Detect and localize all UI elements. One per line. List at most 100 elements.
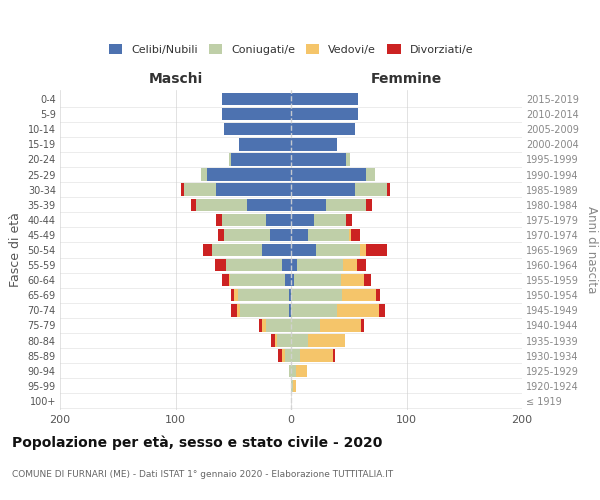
Bar — [297, 259, 343, 272]
Bar — [346, 153, 350, 166]
Bar — [343, 259, 357, 272]
Bar — [196, 198, 247, 211]
Bar — [184, 184, 216, 196]
Bar — [277, 334, 291, 347]
Bar — [278, 350, 282, 362]
Bar — [316, 244, 360, 256]
Bar — [181, 184, 184, 196]
Bar — [341, 274, 364, 286]
Bar — [320, 320, 361, 332]
Bar — [300, 350, 332, 362]
Y-axis label: Fasce di età: Fasce di età — [9, 212, 22, 288]
Bar — [308, 228, 349, 241]
Bar — [379, 304, 385, 316]
Bar — [291, 93, 358, 105]
Bar — [326, 198, 366, 211]
Bar — [342, 289, 376, 302]
Bar — [203, 244, 212, 256]
Bar — [289, 289, 291, 302]
Bar — [308, 334, 345, 347]
Bar — [222, 274, 229, 286]
Bar — [216, 214, 222, 226]
Bar — [266, 320, 291, 332]
Bar — [259, 320, 262, 332]
Bar — [376, 289, 380, 302]
Bar — [349, 228, 351, 241]
Bar — [270, 228, 291, 241]
Bar — [240, 304, 289, 316]
Bar — [247, 198, 291, 211]
Bar — [266, 214, 291, 226]
Bar — [262, 244, 291, 256]
Bar — [355, 184, 387, 196]
Bar — [224, 123, 291, 136]
Bar — [291, 214, 314, 226]
Bar — [289, 364, 291, 377]
Bar — [360, 244, 366, 256]
Bar — [215, 259, 226, 272]
Bar — [291, 123, 355, 136]
Bar — [226, 259, 282, 272]
Bar — [282, 259, 291, 272]
Bar — [332, 350, 335, 362]
Bar — [291, 108, 358, 120]
Bar — [346, 214, 352, 226]
Bar — [282, 350, 285, 362]
Bar — [237, 304, 240, 316]
Bar — [291, 380, 293, 392]
Bar — [229, 153, 231, 166]
Bar — [357, 259, 366, 272]
Bar — [231, 153, 291, 166]
Bar — [216, 184, 291, 196]
Bar — [351, 228, 360, 241]
Bar — [314, 214, 346, 226]
Bar — [291, 228, 308, 241]
Text: Femmine: Femmine — [371, 72, 442, 86]
Bar — [293, 380, 296, 392]
Bar — [291, 153, 346, 166]
Bar — [231, 304, 237, 316]
Bar — [364, 274, 371, 286]
Bar — [238, 289, 289, 302]
Bar — [296, 364, 307, 377]
Text: Maschi: Maschi — [148, 72, 203, 86]
Bar — [229, 274, 230, 286]
Bar — [291, 364, 296, 377]
Bar — [291, 198, 326, 211]
Text: Popolazione per età, sesso e stato civile - 2020: Popolazione per età, sesso e stato civil… — [12, 435, 382, 450]
Bar — [224, 228, 270, 241]
Bar — [291, 304, 337, 316]
Bar — [191, 198, 196, 211]
Bar — [291, 184, 355, 196]
Bar — [222, 108, 291, 120]
Bar — [361, 320, 364, 332]
Bar — [291, 244, 316, 256]
Legend: Celibi/Nubili, Coniugati/e, Vedovi/e, Divorziati/e: Celibi/Nubili, Coniugati/e, Vedovi/e, Di… — [109, 44, 473, 55]
Bar — [212, 244, 262, 256]
Bar — [291, 138, 337, 150]
Bar — [291, 259, 297, 272]
Bar — [387, 184, 391, 196]
Bar — [285, 274, 291, 286]
Bar — [275, 334, 277, 347]
Bar — [271, 334, 275, 347]
Bar — [366, 244, 387, 256]
Bar — [222, 93, 291, 105]
Bar — [235, 289, 238, 302]
Bar — [291, 168, 366, 180]
Y-axis label: Anni di nascita: Anni di nascita — [586, 206, 598, 294]
Bar — [366, 198, 372, 211]
Bar — [206, 168, 291, 180]
Bar — [230, 274, 285, 286]
Bar — [337, 304, 379, 316]
Bar — [295, 274, 341, 286]
Bar — [291, 334, 308, 347]
Bar — [289, 304, 291, 316]
Bar — [218, 228, 224, 241]
Bar — [285, 350, 291, 362]
Bar — [262, 320, 266, 332]
Bar — [222, 214, 266, 226]
Bar — [231, 289, 235, 302]
Bar — [291, 320, 320, 332]
Bar — [239, 138, 291, 150]
